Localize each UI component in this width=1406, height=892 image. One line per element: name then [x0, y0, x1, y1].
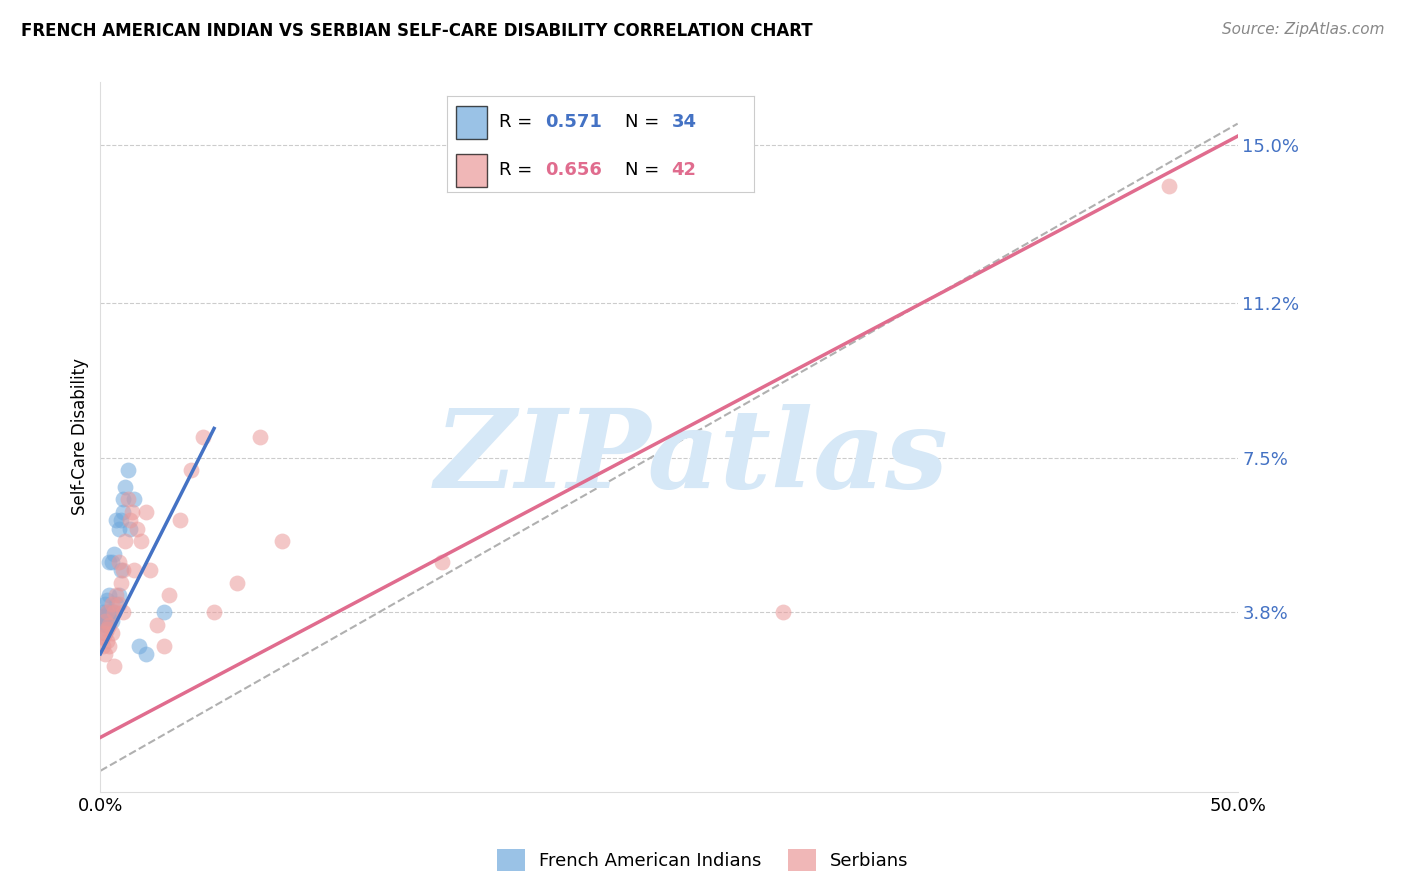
- Point: [94, 626, 117, 640]
- Point: [1159, 179, 1181, 194]
- Point: [94, 647, 117, 661]
- Point: [110, 576, 132, 591]
- Point: [103, 659, 125, 673]
- Point: [125, 522, 148, 536]
- Point: [107, 597, 129, 611]
- Point: [153, 639, 176, 653]
- Point: [100, 605, 122, 619]
- Point: [121, 505, 143, 519]
- Point: [96, 592, 118, 607]
- Point: [94, 609, 117, 624]
- Point: [112, 605, 135, 619]
- Point: [96, 614, 118, 628]
- Point: [153, 605, 176, 619]
- Point: [139, 563, 162, 577]
- Point: [98, 639, 121, 653]
- Point: [91, 609, 114, 624]
- Point: [180, 463, 202, 477]
- Point: [96, 634, 118, 648]
- Point: [98, 555, 121, 569]
- Point: [118, 522, 141, 536]
- Point: [103, 605, 125, 619]
- Text: ZIPatlas: ZIPatlas: [434, 404, 949, 512]
- Point: [124, 492, 146, 507]
- Point: [103, 547, 125, 561]
- Point: [271, 534, 294, 549]
- Point: [94, 614, 117, 628]
- Point: [96, 622, 118, 636]
- Point: [124, 563, 146, 577]
- Point: [91, 605, 114, 619]
- Point: [96, 617, 118, 632]
- Point: [146, 617, 169, 632]
- Text: Source: ZipAtlas.com: Source: ZipAtlas.com: [1222, 22, 1385, 37]
- Point: [118, 513, 141, 527]
- Point: [96, 605, 118, 619]
- Point: [107, 555, 129, 569]
- Point: [169, 513, 191, 527]
- Point: [94, 597, 117, 611]
- Point: [105, 597, 128, 611]
- Point: [430, 555, 453, 569]
- Text: FRENCH AMERICAN INDIAN VS SERBIAN SELF-CARE DISABILITY CORRELATION CHART: FRENCH AMERICAN INDIAN VS SERBIAN SELF-C…: [21, 22, 813, 40]
- Point: [117, 463, 139, 477]
- Point: [96, 605, 118, 619]
- Point: [100, 555, 122, 569]
- Point: [191, 430, 214, 444]
- Point: [135, 647, 157, 661]
- Point: [129, 534, 152, 549]
- Point: [112, 563, 135, 577]
- Point: [225, 576, 247, 591]
- Point: [91, 630, 114, 644]
- Legend: French American Indians, Serbians: French American Indians, Serbians: [491, 842, 915, 879]
- Point: [94, 626, 117, 640]
- Point: [112, 505, 135, 519]
- Point: [91, 639, 114, 653]
- Point: [103, 605, 125, 619]
- Point: [105, 589, 128, 603]
- Point: [112, 492, 135, 507]
- Point: [157, 589, 180, 603]
- Point: [202, 605, 225, 619]
- Point: [100, 614, 122, 628]
- Point: [105, 513, 128, 527]
- Point: [100, 597, 122, 611]
- Point: [128, 639, 150, 653]
- Point: [110, 513, 132, 527]
- Point: [107, 522, 129, 536]
- Point: [94, 617, 117, 632]
- Point: [107, 589, 129, 603]
- Point: [98, 605, 121, 619]
- Point: [135, 505, 157, 519]
- Point: [249, 430, 271, 444]
- Point: [98, 617, 121, 632]
- Point: [772, 605, 794, 619]
- Point: [110, 563, 132, 577]
- Y-axis label: Self-Care Disability: Self-Care Disability: [72, 359, 89, 516]
- Point: [91, 614, 114, 628]
- Point: [98, 589, 121, 603]
- Point: [117, 492, 139, 507]
- Point: [114, 534, 136, 549]
- Point: [100, 626, 122, 640]
- Point: [114, 480, 136, 494]
